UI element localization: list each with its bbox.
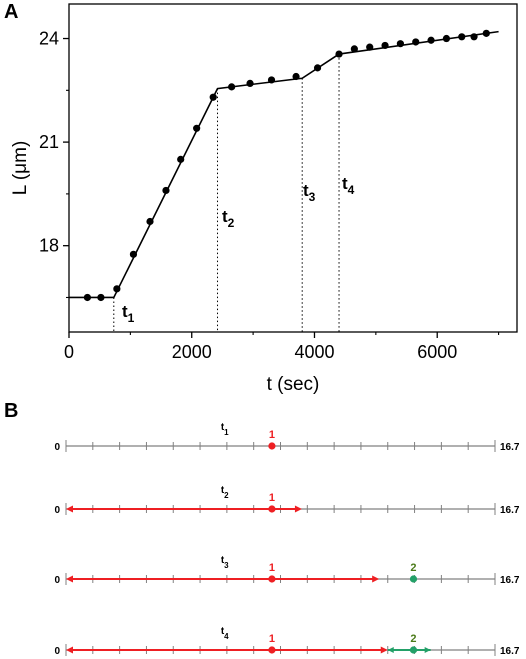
y-axis-label-name: L ( — [10, 173, 31, 195]
time-marker-label-t1-subscript: 1 — [128, 311, 135, 325]
data-point — [193, 124, 201, 132]
y-tick-label: 21 — [39, 132, 59, 152]
panel-b-row-label-t2: t2 — [221, 485, 229, 500]
time-marker-label-t2-main: t — [222, 207, 228, 226]
data-point — [427, 36, 435, 44]
range-end-label: 16.7 — [500, 442, 520, 453]
point-2-label: 2 — [410, 633, 416, 645]
panel-b-row-label-t3-subscript: 3 — [224, 561, 229, 570]
panel-b-row-label-t2-subscript: 2 — [224, 491, 229, 500]
data-point — [209, 93, 217, 101]
plot-frame — [68, 3, 518, 333]
time-marker-label-t2-subscript: 2 — [228, 216, 235, 230]
time-marker-label-t4-subscript: 4 — [348, 183, 355, 197]
range-end-label: 16.7 — [500, 575, 520, 586]
data-point — [97, 293, 105, 302]
range-end-label: 16.7 — [500, 646, 520, 657]
data-point — [146, 217, 154, 226]
arrowhead-right-green — [424, 647, 431, 653]
arrowhead-left-red — [66, 646, 73, 654]
panel-b-letter: B — [4, 400, 18, 422]
point-1-label: 1 — [269, 429, 275, 441]
data-point — [292, 72, 300, 81]
range-end-label: 16.7 — [500, 505, 520, 516]
panel-b-row-label-t4-main: t — [221, 626, 225, 637]
data-point — [482, 29, 490, 37]
x-tick-label: 0 — [64, 342, 74, 362]
point-2 — [409, 646, 418, 654]
data-point — [162, 186, 170, 195]
panel-b-row-label-t4: t4 — [221, 626, 229, 641]
time-marker-label-t3-main: t — [303, 181, 309, 200]
panel-b-row-label-t4-subscript: 4 — [224, 632, 229, 641]
arrowhead-left-green — [387, 647, 394, 653]
data-point — [246, 79, 254, 88]
time-marker-label-t3-subscript: 3 — [309, 190, 316, 204]
panel-b-row-label-t3: t3 — [221, 555, 229, 570]
point-1 — [268, 442, 276, 450]
arrowhead-left-red — [66, 505, 73, 513]
range-start-label: 0 — [54, 646, 60, 657]
x-tick-label: 6000 — [417, 342, 457, 362]
time-marker-label-t4: t4 — [342, 174, 355, 197]
point-1-label: 1 — [269, 633, 275, 645]
data-point — [350, 45, 358, 53]
data-point — [177, 155, 185, 163]
fit-line — [69, 30, 499, 299]
point-1 — [268, 505, 276, 513]
time-marker-label-t3: t3 — [303, 181, 316, 204]
time-marker-label-t1-main: t — [122, 302, 128, 321]
x-tick-label: 4000 — [294, 342, 334, 362]
data-point — [313, 64, 322, 72]
panel-b-row-label-t1-main: t — [221, 422, 225, 433]
y-tick-label: 24 — [39, 29, 59, 49]
arrowhead-right-red — [294, 505, 302, 513]
range-start-label: 0 — [54, 442, 60, 453]
point-1 — [268, 575, 276, 583]
point-2 — [409, 575, 418, 583]
data-point — [366, 43, 374, 51]
point-2-label: 2 — [410, 562, 416, 574]
arrowhead-left-red — [66, 575, 73, 583]
time-marker-label-t2: t2 — [222, 207, 235, 230]
data-point — [458, 33, 466, 41]
range-start-label: 0 — [54, 575, 60, 586]
data-point — [381, 41, 389, 50]
data-point — [267, 76, 276, 84]
data-point — [113, 285, 121, 293]
x-axis-label: t (sec) — [267, 374, 320, 395]
point-1 — [268, 646, 276, 654]
x-tick-label: 2000 — [172, 342, 212, 362]
data-point — [412, 38, 420, 46]
y-axis-label-unit: μm — [10, 147, 31, 174]
panel-b-row-label-t1-subscript: 1 — [224, 428, 229, 437]
range-start-label: 0 — [54, 505, 60, 516]
panel-b-row-label-t2-main: t — [221, 485, 225, 496]
arrowhead-right-red — [380, 646, 388, 654]
panel-a-letter: A — [4, 1, 18, 23]
point-1-label: 1 — [269, 492, 275, 504]
point-1-label: 1 — [269, 562, 275, 574]
data-point — [228, 83, 236, 91]
data-point — [396, 40, 404, 48]
data-point — [335, 50, 343, 58]
time-marker-label-t1: t1 — [122, 302, 135, 325]
panel-b-row-label-t1: t1 — [221, 422, 229, 437]
data-point — [470, 33, 478, 41]
data-point — [83, 293, 92, 302]
time-marker-label-t4-main: t — [342, 174, 348, 193]
data-point — [442, 34, 451, 43]
panel-b-row-label-t3-main: t — [221, 555, 225, 566]
y-axis-label: L (μm) — [10, 141, 31, 196]
arrowhead-right-red — [372, 575, 380, 583]
data-point — [129, 250, 138, 258]
y-tick-label: 18 — [39, 236, 59, 256]
y-axis-label-close: ) — [10, 141, 31, 147]
